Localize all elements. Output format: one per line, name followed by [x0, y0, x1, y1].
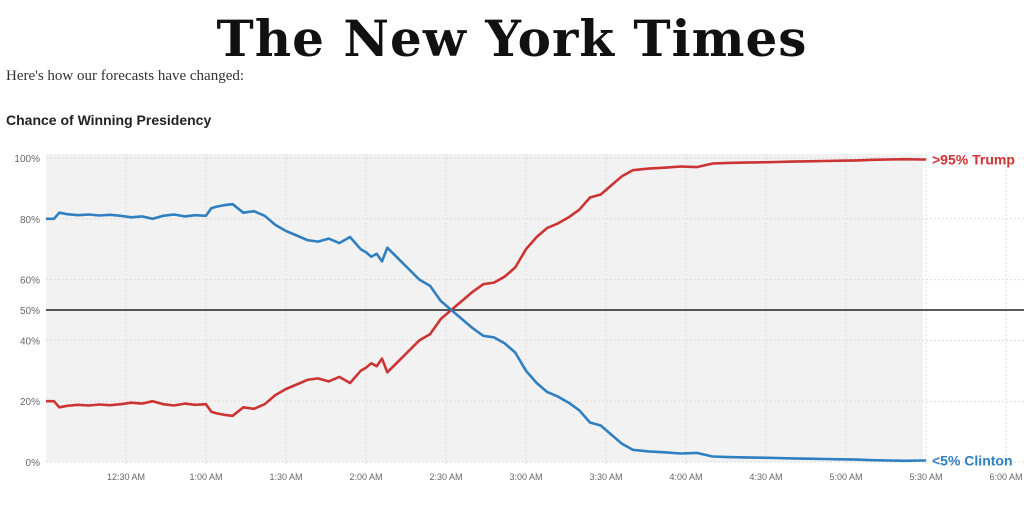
x-tick-label: 3:30 AM — [589, 472, 622, 482]
x-tick-label: 4:30 AM — [749, 472, 782, 482]
y-tick-label: 60% — [20, 276, 40, 287]
series-line-trump — [46, 157, 926, 418]
x-tick-label: 4:00 AM — [669, 472, 702, 482]
intro-text: Here's how our forecasts have changed: — [6, 68, 245, 84]
nyt-masthead-logo: The New York Times — [216, 9, 808, 68]
x-tick-label: 12:30 AM — [107, 472, 145, 482]
chart-title: Chance of Winning Presidency — [6, 112, 212, 128]
x-tick-label: 2:00 AM — [349, 472, 382, 482]
x-tick-label: 5:30 AM — [909, 472, 942, 482]
y-tick-label: 40% — [20, 336, 40, 347]
y-tick-label: 80% — [20, 215, 40, 226]
end-label-trump: >95% Trump — [932, 152, 1015, 168]
end-label-clinton: <5% Clinton — [932, 452, 1013, 468]
plot-background — [46, 154, 923, 462]
y-tick-label: 100% — [14, 154, 40, 165]
y-tick-label: 0% — [26, 458, 41, 469]
x-tick-label: 1:30 AM — [269, 472, 302, 482]
x-tick-label: 1:00 AM — [189, 472, 222, 482]
y-tick-label: 20% — [20, 397, 40, 408]
x-tick-label: 3:00 AM — [509, 472, 542, 482]
y-tick-label: 50% — [20, 306, 40, 317]
x-tick-label: 5:00 AM — [829, 472, 862, 482]
x-tick-label: 6:00 AM — [989, 472, 1022, 482]
x-tick-label: 2:30 AM — [429, 472, 462, 482]
series-line-clinton — [46, 202, 926, 463]
